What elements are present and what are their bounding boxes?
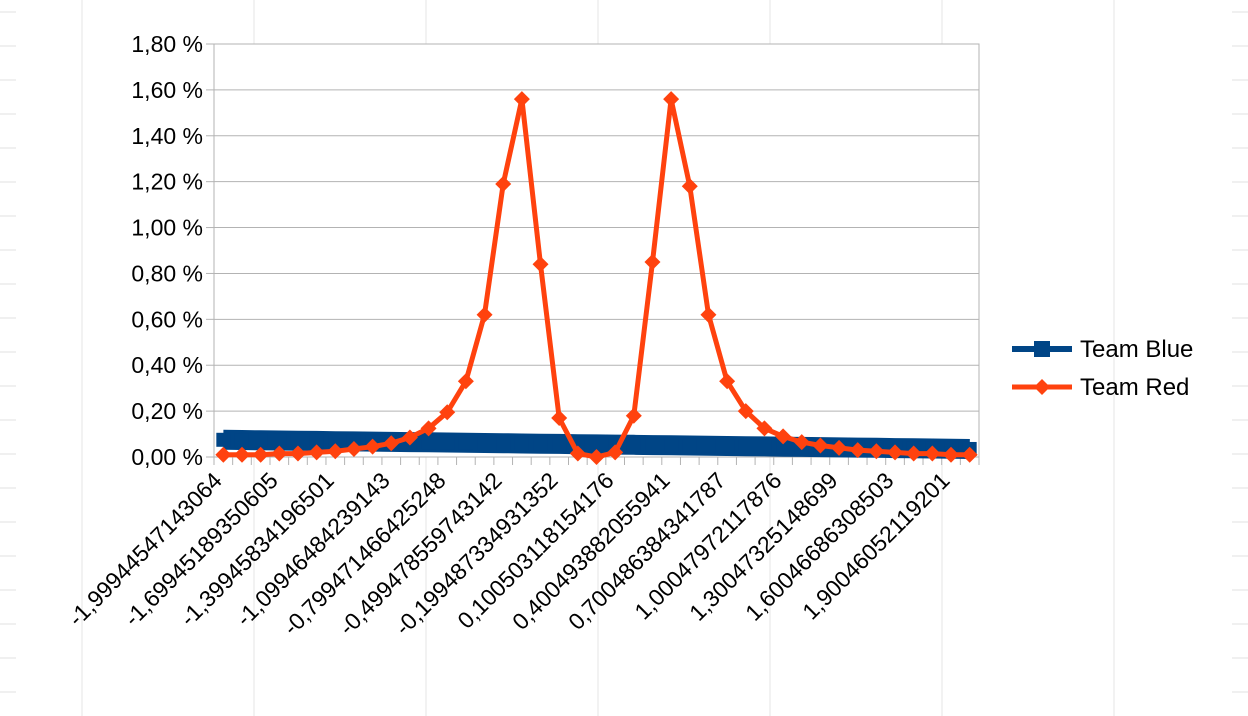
- y-tick-label: 1,20 %: [131, 169, 203, 195]
- data-point: [514, 436, 529, 451]
- data-point: [737, 403, 754, 420]
- data-point: [233, 446, 250, 463]
- y-tick-label: 0,40 %: [131, 352, 203, 378]
- y-tick-label: 1,80 %: [131, 31, 203, 57]
- y-tick-label: 1,60 %: [131, 77, 203, 103]
- data-point: [216, 432, 231, 447]
- series-team-red: [215, 91, 978, 465]
- data-point: [905, 445, 922, 462]
- data-point: [720, 438, 735, 453]
- data-point: [644, 253, 661, 270]
- data-point: [477, 436, 492, 451]
- data-point: [551, 409, 568, 426]
- data-point: [401, 429, 418, 446]
- data-point: [457, 373, 474, 390]
- data-point: [476, 306, 493, 323]
- data-point: [496, 436, 511, 451]
- legend: Team Blue Team Red: [1012, 336, 1193, 401]
- legend-label-team-red: Team Red: [1080, 374, 1189, 401]
- data-point: [961, 446, 978, 463]
- data-point: [625, 407, 642, 424]
- data-point: [588, 449, 605, 465]
- data-point: [812, 437, 829, 454]
- data-point: [645, 438, 660, 453]
- data-point: [513, 91, 530, 108]
- data-point: [569, 445, 586, 462]
- plot-frame: [213, 43, 980, 458]
- data-point: [421, 435, 436, 450]
- data-point: [420, 420, 437, 437]
- legend-item-team-blue: Team Blue: [1012, 336, 1193, 363]
- data-point: [664, 438, 679, 453]
- data-point: [290, 433, 305, 448]
- data-point: [271, 445, 288, 462]
- data-point: [682, 438, 697, 453]
- data-point: [327, 443, 344, 460]
- data-point: [252, 446, 269, 463]
- y-axis: 0,00 % 0,20 % 0,40 % 0,60 % 0,80 % 1,00 % 1,20…: [131, 31, 214, 470]
- data-point: [383, 435, 400, 452]
- plot-area: [213, 43, 980, 458]
- data-point: [533, 436, 548, 451]
- legend-marker-diamond-icon: [1034, 379, 1050, 395]
- data-point: [308, 444, 325, 461]
- legend-item-team-red: Team Red: [1012, 374, 1189, 401]
- y-tick-label: 1,00 %: [131, 215, 203, 241]
- y-tick-label: 1,40 %: [131, 123, 203, 149]
- data-point: [215, 446, 232, 463]
- data-point: [924, 445, 941, 462]
- data-point: [943, 446, 960, 463]
- legend-label-team-blue: Team Blue: [1080, 336, 1193, 363]
- y-tick-label: 0,20 %: [131, 398, 203, 424]
- data-point: [663, 91, 680, 108]
- data-point: [328, 434, 343, 449]
- data-point: [607, 444, 624, 461]
- data-point: [701, 438, 716, 453]
- data-point: [776, 439, 791, 454]
- data-point: [458, 435, 473, 450]
- y-tick-label: 0,80 %: [131, 260, 203, 286]
- x-axis: -1,99944547143064-1,69945189350605-1,399…: [63, 457, 980, 640]
- series-layer: [215, 91, 978, 465]
- data-point: [738, 439, 753, 454]
- data-point: [272, 433, 287, 448]
- data-point: [887, 444, 904, 461]
- data-point: [626, 437, 641, 452]
- data-point: [757, 439, 772, 454]
- data-point: [756, 420, 773, 437]
- data-point: [700, 306, 717, 323]
- data-point: [589, 437, 604, 452]
- y-tick-label: 0,60 %: [131, 306, 203, 332]
- data-point: [532, 256, 549, 273]
- data-point: [868, 443, 885, 460]
- data-point: [440, 435, 455, 450]
- data-point: [552, 436, 567, 451]
- data-point: [345, 440, 362, 457]
- data-point: [681, 178, 698, 195]
- data-point: [309, 433, 324, 448]
- y-tick-label: 0,00 %: [131, 444, 203, 470]
- data-point: [495, 175, 512, 192]
- legend-marker-square-icon: [1034, 341, 1050, 357]
- data-point: [831, 439, 848, 456]
- data-point: [364, 438, 381, 455]
- data-point: [849, 442, 866, 459]
- data-point: [793, 434, 810, 451]
- data-point: [234, 433, 249, 448]
- data-point: [719, 373, 736, 390]
- data-point: [289, 445, 306, 462]
- data-point: [775, 428, 792, 445]
- data-point: [439, 404, 456, 421]
- data-point: [253, 433, 268, 448]
